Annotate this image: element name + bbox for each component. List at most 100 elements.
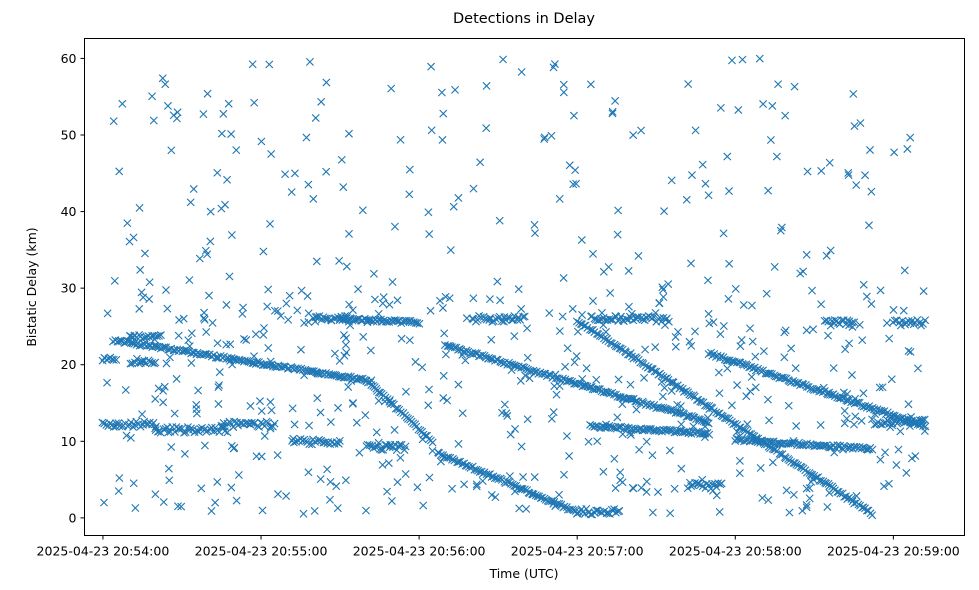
data-point <box>227 230 236 239</box>
data-point <box>221 200 229 209</box>
data-point <box>135 304 144 313</box>
data-point <box>304 468 313 477</box>
data-point <box>698 475 707 484</box>
data-point <box>320 314 329 323</box>
data-point <box>572 179 581 188</box>
data-point <box>705 430 714 439</box>
data-point <box>393 478 402 487</box>
data-point <box>129 233 138 242</box>
data-point <box>439 109 448 118</box>
data-point <box>805 484 814 493</box>
data-point <box>849 89 858 98</box>
data-point <box>691 327 700 336</box>
data-point <box>348 399 357 408</box>
data-point <box>691 126 700 135</box>
data-point <box>382 441 391 450</box>
data-point <box>305 440 314 449</box>
data-point <box>689 422 698 431</box>
data-point <box>746 387 755 396</box>
data-point <box>225 272 234 281</box>
data-point <box>522 505 531 514</box>
data-point <box>701 422 710 431</box>
data-point <box>687 171 696 180</box>
data-point <box>126 359 135 368</box>
data-point <box>454 439 463 448</box>
data-point <box>151 394 160 403</box>
data-point <box>151 424 160 433</box>
data-point <box>876 455 885 464</box>
data-point <box>648 508 657 517</box>
data-point <box>300 371 309 380</box>
data-point <box>425 385 434 394</box>
data-point <box>826 390 835 399</box>
y-tick-label: 20 <box>61 357 77 372</box>
data-point <box>906 133 915 142</box>
data-point <box>629 131 638 140</box>
data-point <box>266 219 275 228</box>
data-point <box>796 269 805 278</box>
data-point <box>566 376 575 385</box>
data-point <box>830 392 839 401</box>
data-point <box>184 336 193 345</box>
data-point <box>716 103 725 112</box>
data-point <box>218 422 227 431</box>
data-point <box>826 321 835 330</box>
data-point <box>759 100 768 109</box>
data-point <box>454 193 463 202</box>
data-point <box>659 285 668 294</box>
data-point <box>847 370 856 379</box>
data-point <box>257 137 266 146</box>
data-point <box>734 435 743 444</box>
data-point <box>733 381 742 390</box>
data-point <box>684 80 693 89</box>
data-point <box>625 394 634 403</box>
data-point <box>136 265 145 274</box>
data-point <box>264 285 273 294</box>
data-point <box>448 484 457 493</box>
data-point <box>511 424 520 433</box>
data-point <box>547 414 556 423</box>
data-point <box>151 490 160 499</box>
data-point <box>251 330 260 339</box>
data-point <box>671 332 680 341</box>
data-point <box>304 180 313 189</box>
data-point <box>764 369 773 378</box>
data-point <box>855 320 864 329</box>
data-point <box>654 487 662 496</box>
data-point <box>179 314 188 323</box>
data-point <box>187 329 196 338</box>
data-point <box>616 468 625 477</box>
data-point <box>453 458 462 467</box>
data-point <box>667 386 676 395</box>
data-point <box>217 129 226 138</box>
data-point <box>866 145 875 154</box>
data-point <box>129 479 138 488</box>
data-point <box>388 278 397 286</box>
data-point <box>426 306 435 315</box>
data-point <box>863 445 872 454</box>
data-point <box>746 324 755 333</box>
data-point <box>624 266 633 275</box>
x-axis: 2025-04-23 20:54:00 2025-04-23 20:55:00 20… <box>37 535 960 559</box>
data-point <box>497 358 506 367</box>
y-axis-label: Bistatic Delay (km) <box>24 227 39 346</box>
data-point <box>661 321 669 330</box>
chart-title: Detections in Delay <box>453 11 595 27</box>
data-point <box>843 389 852 398</box>
data-point <box>790 378 799 387</box>
data-point <box>704 309 713 318</box>
x-tick-label: 2025-04-23 20:57:00 <box>511 544 644 559</box>
data-point <box>844 168 853 177</box>
data-point <box>530 473 539 482</box>
data-point <box>569 111 578 120</box>
x-axis-label: Time (UTC) <box>488 566 558 581</box>
data-point <box>214 383 223 392</box>
data-point <box>763 395 772 404</box>
data-point <box>316 408 325 417</box>
data-point <box>882 319 891 328</box>
data-point <box>333 504 342 513</box>
data-point <box>902 468 911 477</box>
data-point <box>374 438 383 447</box>
data-point <box>334 439 343 448</box>
data-point <box>871 410 879 419</box>
